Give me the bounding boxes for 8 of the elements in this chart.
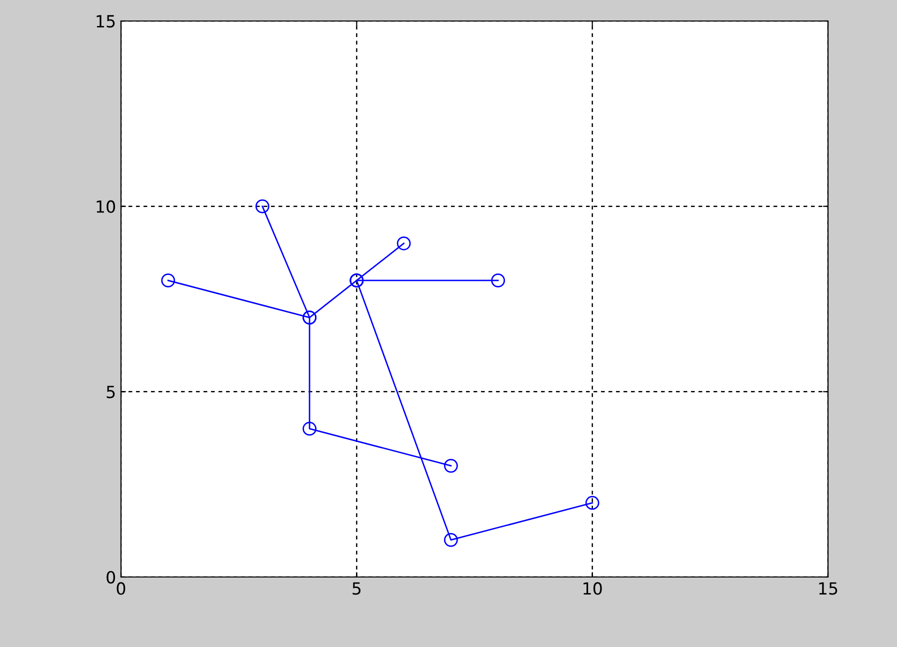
x-tick-label: 0 (116, 582, 126, 595)
y-tick-label: 15 (96, 15, 115, 28)
x-tick-label: 5 (352, 582, 361, 595)
y-tick-label: 0 (106, 570, 116, 584)
x-tick-label: 10 (584, 582, 602, 595)
y-tick-label: 10 (96, 200, 116, 213)
y-tick-label: 5 (106, 386, 115, 398)
x-tick-label: 15 (819, 582, 838, 595)
